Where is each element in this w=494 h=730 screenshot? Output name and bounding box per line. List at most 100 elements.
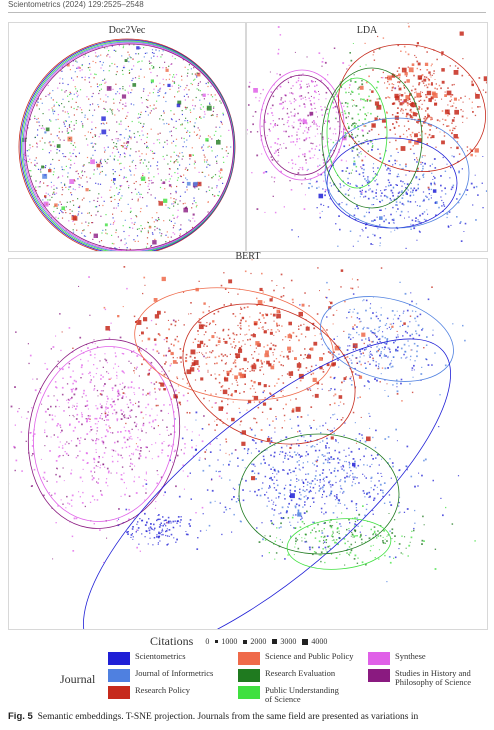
scatter-point [392, 206, 394, 209]
scatter-point [268, 487, 270, 489]
scatter-point [326, 113, 329, 115]
scatter-point [409, 109, 412, 112]
scatter-point [419, 313, 422, 316]
scatter-point [435, 214, 437, 216]
scatter-point [375, 364, 377, 367]
scatter-point [140, 159, 142, 161]
scatter-point [168, 370, 170, 372]
scatter-point [215, 393, 217, 395]
scatter-point [90, 426, 92, 428]
scatter-point [360, 151, 362, 153]
scatter-point [255, 442, 257, 444]
scatter-point [259, 287, 263, 291]
scatter-point [392, 86, 394, 88]
scatter-point [67, 113, 69, 115]
scatter-point [366, 493, 368, 495]
scatter-point [239, 322, 242, 325]
scatter-point [62, 467, 64, 469]
scatter-point [299, 83, 301, 86]
scatter-point [174, 202, 176, 204]
scatter-point [41, 125, 44, 127]
scatter-point [370, 303, 372, 305]
scatter-point [122, 86, 124, 88]
scatter-point [244, 375, 246, 378]
scatter-point [396, 112, 399, 114]
scatter-point [45, 197, 47, 199]
scatter-point [196, 133, 199, 136]
scatter-point [250, 131, 252, 133]
scatter-point [393, 222, 395, 224]
scatter-point [112, 169, 114, 171]
scatter-point [29, 118, 31, 120]
scatter-point [136, 320, 142, 325]
scatter-point [408, 140, 412, 144]
scatter-point [96, 346, 99, 348]
scatter-point [269, 298, 273, 302]
scatter-point [304, 501, 306, 503]
scatter-point [23, 159, 25, 161]
scatter-point [251, 470, 253, 473]
scatter-point [100, 54, 102, 56]
scatter-point [48, 492, 51, 494]
scatter-point [379, 340, 381, 343]
scatter-point [216, 187, 218, 189]
scatter-point [431, 63, 433, 65]
scatter-point [203, 355, 205, 358]
scatter-point [153, 108, 155, 110]
scatter-point [134, 240, 136, 242]
scatter-point [355, 504, 357, 506]
scatter-point [117, 236, 119, 238]
scatter-point [41, 165, 44, 169]
scatter-point [128, 508, 130, 511]
scatter-point [351, 148, 353, 150]
scatter-point [14, 469, 16, 472]
scatter-point [75, 387, 78, 390]
scatter-point [432, 91, 436, 96]
scatter-point [44, 362, 46, 365]
scatter-point [392, 194, 394, 197]
scatter-point [150, 382, 153, 384]
scatter-point [340, 81, 342, 83]
scatter-point [364, 100, 367, 102]
scatter-point [374, 446, 377, 449]
scatter-point [315, 145, 318, 147]
scatter-point [290, 444, 293, 446]
scatter-point [93, 199, 95, 202]
scatter-point [270, 476, 272, 479]
scatter-point [97, 86, 99, 88]
scatter-point [308, 97, 310, 99]
scatter-point [198, 318, 201, 320]
scatter-point [410, 108, 412, 111]
scatter-point [70, 121, 72, 123]
scatter-point [199, 321, 202, 324]
scatter-point [412, 112, 417, 117]
scatter-point [313, 96, 315, 99]
scatter-point [146, 52, 148, 54]
scatter-point [292, 514, 295, 516]
scatter-point [53, 395, 55, 397]
scatter-point [374, 484, 376, 487]
scatter-point [183, 181, 185, 183]
scatter-point [365, 227, 367, 229]
scatter-point [312, 322, 315, 325]
scatter-point [263, 373, 265, 375]
scatter-point [128, 445, 131, 448]
scatter-point [302, 462, 304, 464]
scatter-point [357, 207, 359, 210]
scatter-point [124, 144, 126, 147]
scatter-point [373, 59, 376, 61]
scatter-point [334, 413, 336, 415]
scatter-point [90, 159, 95, 165]
scatter-point [273, 181, 275, 183]
scatter-point [145, 432, 147, 434]
scatter-point [303, 123, 305, 125]
scatter-point [419, 78, 421, 80]
scatter-point [110, 186, 112, 188]
scatter-point [305, 138, 307, 141]
scatter-point [210, 374, 212, 376]
scatter-point [451, 155, 453, 157]
scatter-point [265, 313, 269, 317]
scatter-point [133, 65, 135, 67]
scatter-point [48, 203, 50, 205]
scatter-point [66, 128, 69, 130]
